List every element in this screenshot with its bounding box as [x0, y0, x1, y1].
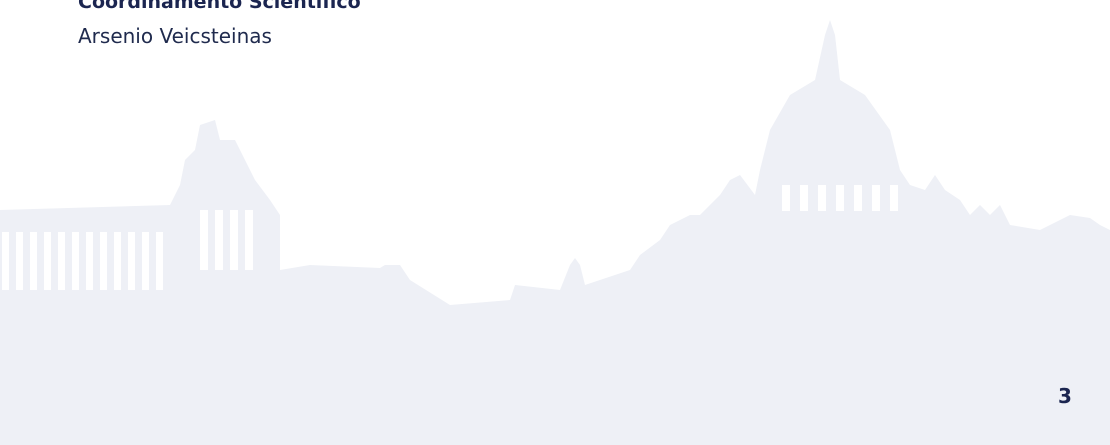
- page-number: 3: [1058, 384, 1072, 408]
- heading: Coordinamento Scientifico: [78, 0, 361, 13]
- page: Coordinamento Scientifico Arsenio Veicst…: [0, 0, 1110, 445]
- skyline-background: [0, 0, 1110, 445]
- author-name: Arsenio Veicsteinas: [78, 24, 272, 48]
